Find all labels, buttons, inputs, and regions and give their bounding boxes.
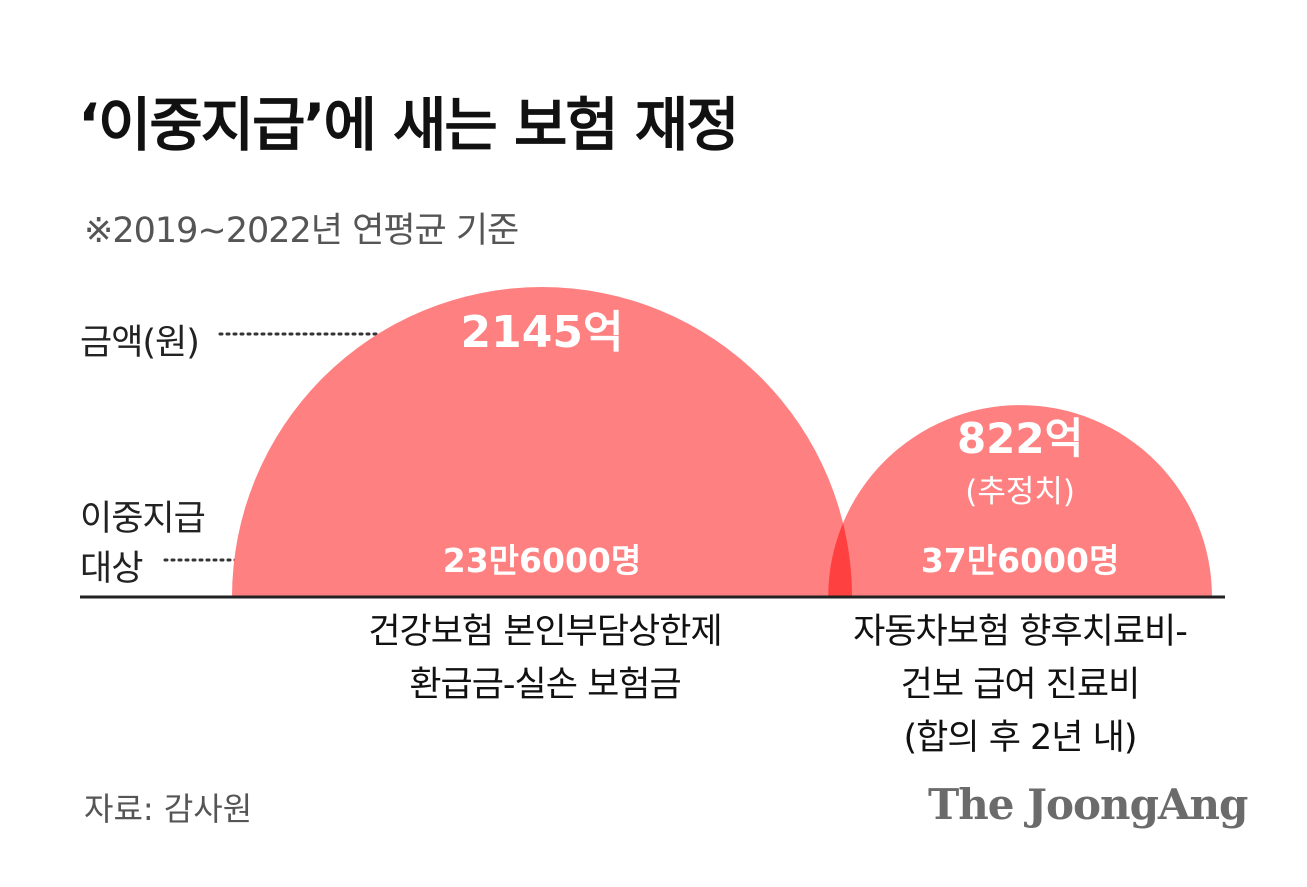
amount-label-health: 2145억 (461, 307, 624, 358)
semicircle-auto-insurance (828, 405, 1212, 597)
count-label-health: 23만6000명 (443, 541, 642, 580)
chart-subtitle: ※2019~2022년 연평균 기준 (84, 211, 519, 251)
count-label-auto: 37만6000명 (921, 541, 1120, 580)
category-auto-line3: (합의 후 2년 내) (903, 718, 1138, 758)
amount-label-auto: 822억 (957, 414, 1083, 463)
category-label-health: 건강보험 본인부담상한제 환급금-실손 보험금 (330, 606, 760, 712)
count-row-label-line1: 이중지급 (80, 499, 206, 539)
category-health-line1: 건강보험 본인부담상한제 (368, 612, 722, 652)
category-label-auto: 자동차보험 향후치료비- 건보 급여 진료비 (합의 후 2년 내) (820, 606, 1220, 765)
source-note: 자료: 감사원 (84, 790, 253, 828)
semicircle-health-insurance (232, 287, 852, 597)
amount-row-label: 금액(원) (80, 323, 200, 363)
amount-note-auto: (추정치) (965, 474, 1075, 510)
chart-title: ‘이중지급’에 새는 보험 재정 (78, 91, 740, 159)
category-auto-line2: 건보 급여 진료비 (900, 665, 1141, 705)
brand-logo: The JoongAng (928, 780, 1248, 829)
semicircle-overlap (828, 522, 852, 597)
count-row-label-line2: 대상 (80, 549, 143, 589)
category-auto-line1: 자동차보험 향후치료비- (853, 612, 1188, 652)
category-health-line2: 환급금-실손 보험금 (409, 665, 681, 705)
